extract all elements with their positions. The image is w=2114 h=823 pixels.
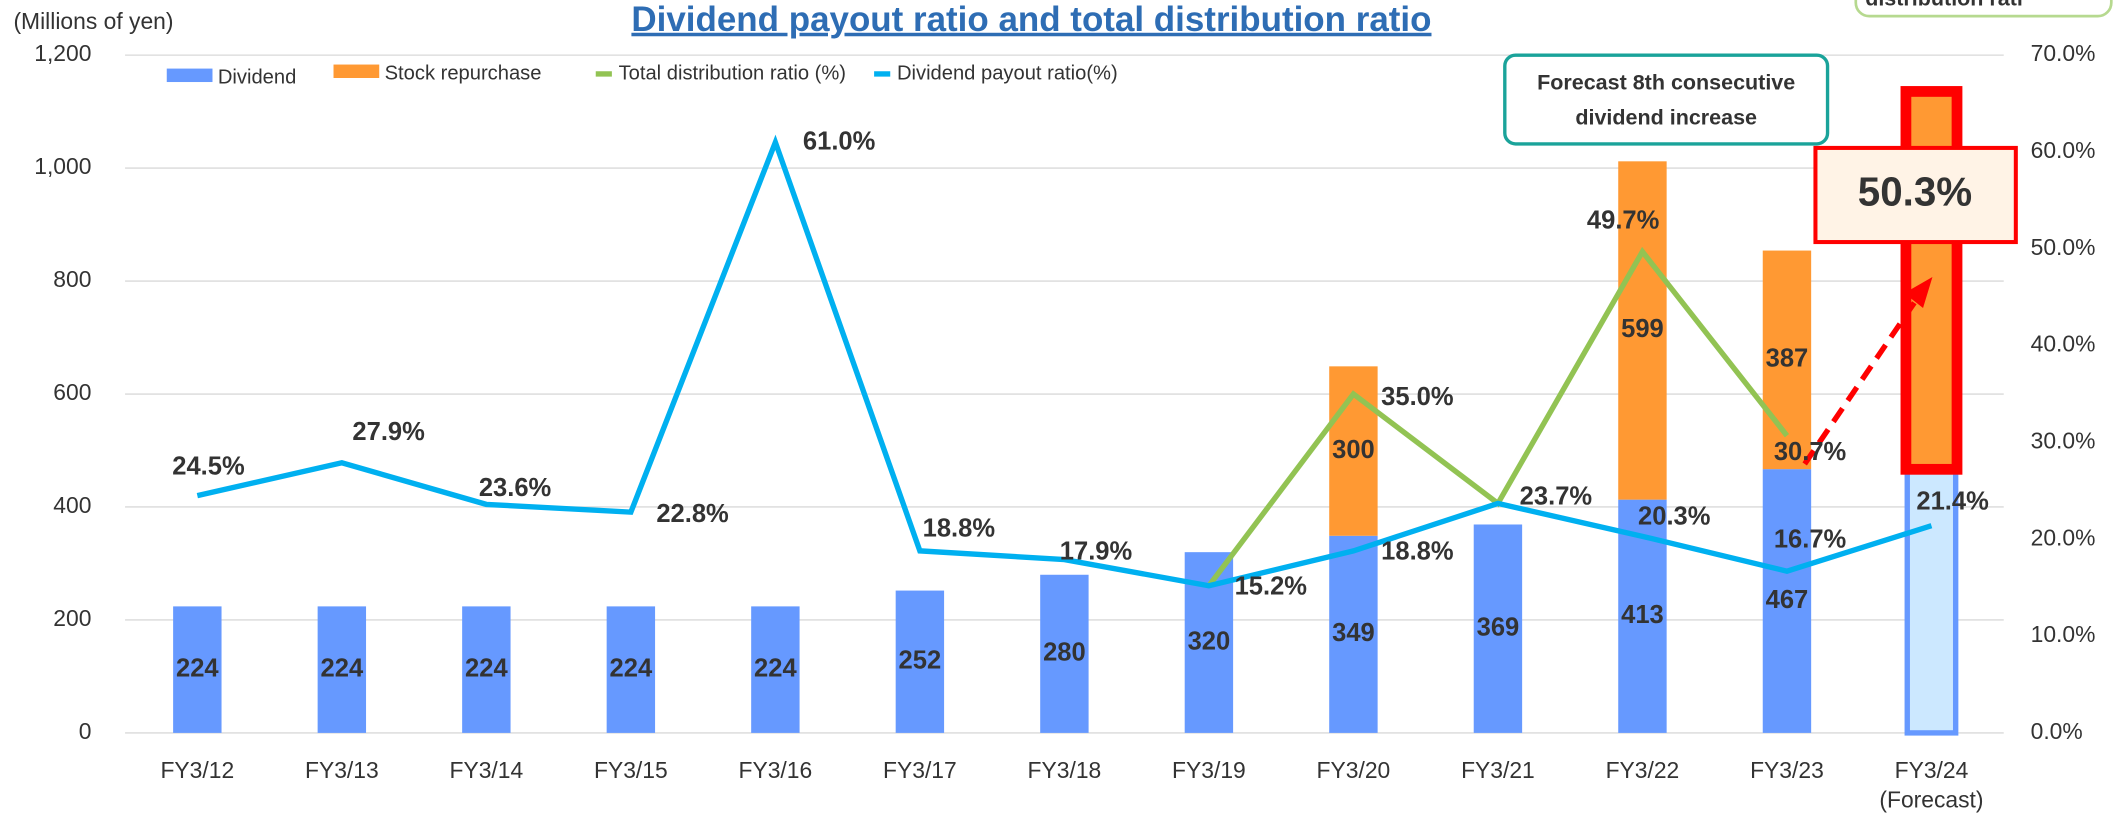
bar-label: 224 xyxy=(610,654,653,682)
x-tick-label: FY3/21 xyxy=(1461,757,1535,783)
y-tick-label: 600 xyxy=(53,379,91,405)
bar-label: 224 xyxy=(754,654,797,682)
x-tick-label: FY3/19 xyxy=(1172,757,1246,783)
dividend-bar xyxy=(317,606,367,733)
bar-label: 349 xyxy=(1332,619,1375,647)
y2-tick-label: 70.0% xyxy=(2031,40,2096,66)
bar-label: 320 xyxy=(1188,627,1231,655)
y2-tick-label: 20.0% xyxy=(2031,524,2096,550)
line-label: 18.8% xyxy=(923,515,996,543)
dividend-bar xyxy=(751,606,800,733)
legend-label: Dividend xyxy=(218,66,296,88)
dividend-bar xyxy=(173,606,222,733)
x-tick-label: FY3/23 xyxy=(1750,757,1824,783)
line-label: 18.8% xyxy=(1381,537,1454,565)
line-label: 22.8% xyxy=(656,500,729,528)
legend-swatch xyxy=(166,68,213,83)
dividend-bar xyxy=(1762,469,1812,733)
x-tick-label: FY3/15 xyxy=(594,757,668,783)
note-text: distribution rati xyxy=(1865,0,2023,11)
line-label: 16.7% xyxy=(1774,525,1847,553)
y-axis-label: (Millions of yen) xyxy=(13,8,173,34)
chart-title: Dividend payout ratio and total distribu… xyxy=(631,0,1431,39)
ratio-box xyxy=(1813,145,2018,245)
y2-tick-label: 40.0% xyxy=(2031,331,2096,357)
line-label: 30.7% xyxy=(1774,438,1847,466)
bar-label: 387 xyxy=(1766,345,1809,373)
y2-tick-label: 10.0% xyxy=(2031,621,2096,647)
line-label: 49.7% xyxy=(1587,207,1660,235)
y2-tick-label: 60.0% xyxy=(2031,137,2096,163)
bar-label: 413 xyxy=(1621,601,1664,629)
forecast-text: Forecast 8th consecutive dividend increas… xyxy=(1537,70,1795,129)
dividend-bar xyxy=(1904,466,1959,736)
x-tick-label: FY3/22 xyxy=(1606,757,1680,783)
x-tick-label: FY3/17 xyxy=(883,757,957,783)
legend-swatch xyxy=(333,64,380,78)
y-tick-label: 0 xyxy=(79,718,92,744)
bar-label: 252 xyxy=(899,646,942,674)
dividend-bar xyxy=(1329,535,1378,733)
line-label: 27.9% xyxy=(352,418,425,446)
bar-label: 224 xyxy=(465,654,508,682)
forecast-frame xyxy=(1900,86,1963,475)
line-label: 35.0% xyxy=(1381,383,1454,411)
y2-tick-label: 30.0% xyxy=(2031,427,2096,453)
line-label: 15.2% xyxy=(1235,572,1308,600)
line-label: 17.9% xyxy=(1060,537,1133,565)
note-box xyxy=(1854,0,2113,18)
line-label: 21.4% xyxy=(1916,488,1989,516)
bar-label: 280 xyxy=(1043,639,1086,667)
y2-tick-label: 50.0% xyxy=(2031,234,2096,260)
y-tick-label: 800 xyxy=(53,266,91,292)
line-label: 61.0% xyxy=(803,127,876,155)
line-label: 23.6% xyxy=(479,474,552,502)
dividend-bar xyxy=(895,590,945,733)
x-tick-label: FY3/12 xyxy=(160,757,234,783)
y-tick-label: 1,200 xyxy=(34,40,91,66)
dividend-bar xyxy=(1473,524,1523,733)
dividend-bar xyxy=(462,606,511,733)
ratio-text: 50.3% xyxy=(1858,169,1972,215)
bar-label: 300 xyxy=(1332,436,1375,464)
x-tick-label: FY3/24 (Forecast) xyxy=(1879,757,1983,813)
legend-label: Total distribution ratio (%) xyxy=(619,62,846,84)
y-tick-label: 400 xyxy=(53,492,91,518)
x-tick-label: FY3/16 xyxy=(739,757,813,783)
y-tick-label: 1,000 xyxy=(34,153,91,179)
bar-label: 224 xyxy=(321,654,364,682)
dividend-bar xyxy=(606,606,656,733)
bar-label: 467 xyxy=(1766,586,1809,614)
arrow-head xyxy=(1904,277,1933,308)
forecast-box xyxy=(1503,53,1830,146)
bar-label: 369 xyxy=(1477,613,1520,641)
x-tick-label: FY3/13 xyxy=(305,757,379,783)
legend-label: Stock repurchase xyxy=(385,62,542,84)
arrow xyxy=(1802,294,1922,466)
bar-label: 224 xyxy=(176,654,219,682)
y-tick-label: 200 xyxy=(53,605,91,631)
x-tick-label: FY3/14 xyxy=(449,757,523,783)
repurchase-bar xyxy=(1618,161,1667,500)
x-tick-label: FY3/18 xyxy=(1028,757,1102,783)
y2-tick-label: 0.0% xyxy=(2031,718,2083,744)
legend-label: Dividend payout ratio(%) xyxy=(897,62,1118,84)
line-label: 23.7% xyxy=(1520,482,1593,510)
dividend-bar xyxy=(1040,574,1089,733)
line-label: 24.5% xyxy=(172,453,245,481)
bar-label: 599 xyxy=(1621,315,1664,343)
ratio-line xyxy=(196,134,1933,589)
x-tick-label: FY3/20 xyxy=(1317,757,1391,783)
line-label: 20.3% xyxy=(1638,502,1711,530)
